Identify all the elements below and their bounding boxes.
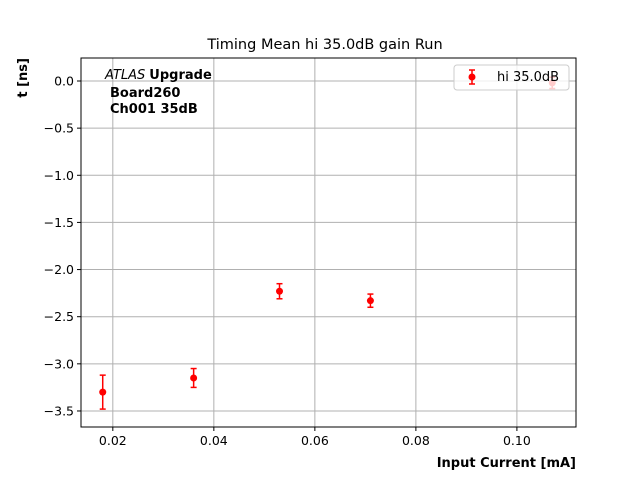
data-marker [366,297,374,305]
legend: hi 35.0dB [453,64,570,91]
grid [81,58,576,427]
atlas-label: ATLAS [104,68,145,83]
x-tick-label: 0.10 [503,433,531,448]
x-tick-label: 0.08 [402,433,430,448]
x-tick-label: 0.04 [200,433,228,448]
x-axis: 0.02 0.04 0.06 0.08 0.10 [99,427,531,448]
y-axis: 0.0 −0.5 −1.0 −1.5 −2.0 −2.5 −3.0 −3.5 [44,74,81,418]
data-point [190,367,198,389]
y-tick-label: 0.0 [54,74,74,89]
data-point [366,293,374,309]
y-tick-label: −2.5 [44,309,74,324]
x-tick-label: 0.06 [301,433,329,448]
y-axis-label: t [ns] [16,58,31,98]
data-marker [99,388,107,396]
legend-dot [468,73,476,81]
data-marker [190,374,198,382]
x-axis-label: Input Current [mA] [437,456,576,471]
y-tick-label: −3.0 [44,356,74,371]
x-tick-label: 0.02 [99,433,127,448]
y-tick-label: −1.5 [44,215,74,230]
upgrade-label: Upgrade [149,68,212,83]
chart-title: Timing Mean hi 35.0dB gain Run [206,37,442,53]
data-series [99,76,556,410]
legend-label: hi 35.0dB [497,70,559,85]
legend-marker [468,69,476,85]
y-tick-label: −0.5 [44,121,74,136]
channel-label: Ch001 35dB [110,102,198,117]
data-point [99,374,107,410]
plot-frame [80,57,577,428]
board-label: Board260 [110,86,180,101]
y-tick-label: −2.0 [44,262,74,277]
data-marker [276,287,284,295]
y-tick-label: −3.5 [44,403,74,418]
y-tick-label: −1.0 [44,168,74,183]
atlas-annotation: ATLAS Upgrade Board260 Ch001 35dB [104,68,212,117]
data-point [276,282,284,300]
